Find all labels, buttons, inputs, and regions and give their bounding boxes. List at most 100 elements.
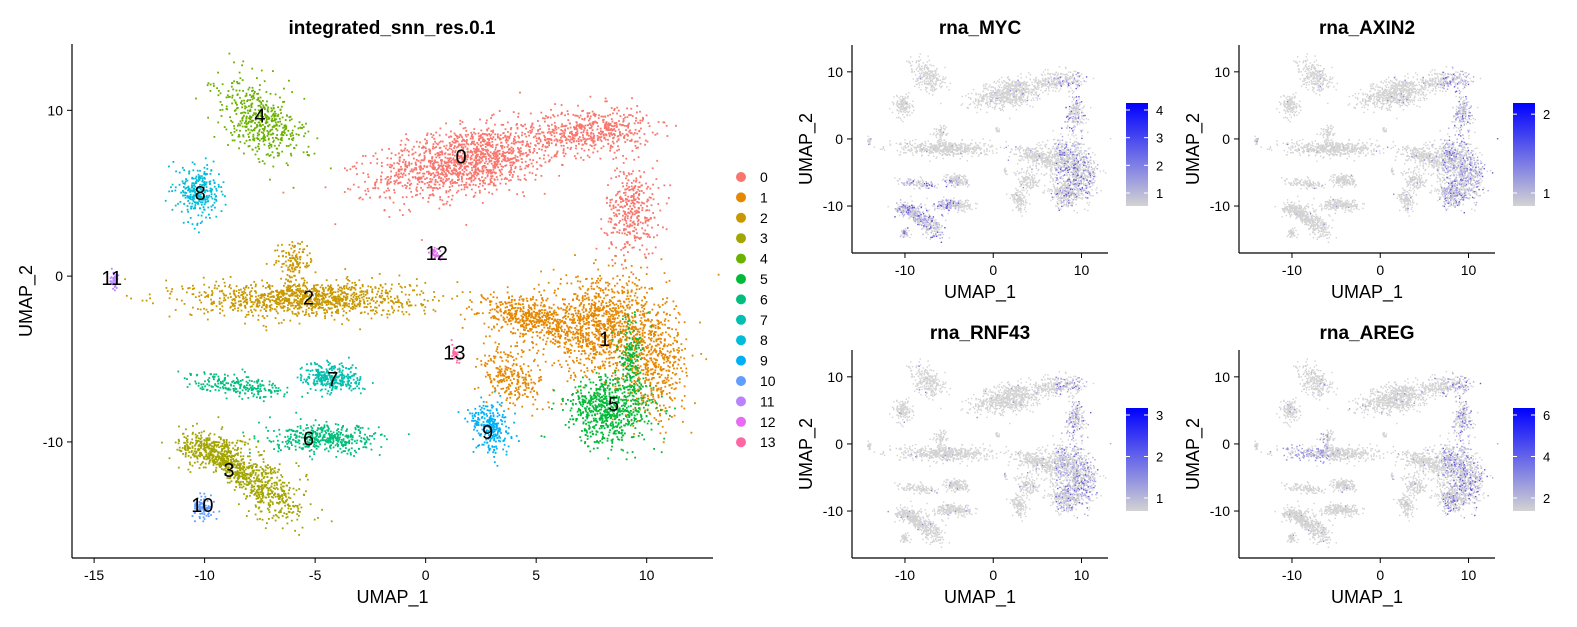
cluster-0-point [476, 154, 478, 156]
cluster-0-point [523, 195, 525, 197]
cluster-0-point [491, 163, 493, 165]
cluster-0-point [411, 163, 413, 165]
cluster-0-point [481, 176, 483, 178]
cluster-0-point [411, 168, 413, 170]
cluster-0-point [530, 127, 532, 129]
cluster-0-point [526, 155, 528, 157]
cluster-0-point [473, 148, 475, 150]
cluster-0-point [380, 179, 382, 181]
cluster-0-point [532, 166, 534, 168]
cluster-0-point [490, 169, 492, 171]
cluster-0-point [514, 136, 516, 138]
cluster-0-point [450, 136, 452, 138]
cluster-0-point [488, 128, 490, 130]
cluster-0-point [536, 140, 538, 142]
cluster-0-point [358, 198, 360, 200]
cluster-0-point [515, 155, 517, 157]
cluster-0-point [434, 174, 436, 176]
cluster-0-point [485, 158, 487, 160]
cluster-0-point [511, 153, 513, 155]
cluster-0-point [443, 168, 445, 170]
cluster-0-point [441, 154, 443, 156]
cluster-0-point [381, 165, 383, 167]
cluster-0-point [493, 153, 495, 155]
cluster-0-point [386, 183, 388, 185]
cluster-0-point [401, 154, 403, 156]
cluster-0-point [513, 140, 515, 142]
cluster-0-point [283, 192, 285, 194]
cluster-0-point [433, 143, 435, 145]
cluster-0-point [419, 142, 421, 144]
cluster-0-point [501, 146, 503, 148]
cluster-0-point [402, 196, 404, 198]
cluster-0-point [522, 125, 524, 127]
cluster-0-point [346, 170, 348, 172]
cluster-0-point [389, 178, 391, 180]
cluster-0-point [409, 211, 411, 213]
cluster-0-point [481, 148, 483, 150]
cluster-0-point [491, 115, 493, 117]
cluster-0-point [466, 143, 468, 145]
cluster-0-point [518, 113, 520, 115]
cluster-0-point [449, 204, 451, 206]
cluster-0-point [474, 143, 476, 145]
cluster-0-point [448, 191, 450, 193]
cluster-0-point [435, 146, 437, 148]
cluster-0-point [387, 164, 389, 166]
cluster-0-point [432, 168, 434, 170]
cluster-0-point [405, 144, 407, 146]
cluster-0-point [439, 154, 441, 156]
cluster-0-point [439, 157, 441, 159]
cluster-0-point [529, 130, 531, 132]
cluster-0-point [435, 132, 437, 134]
cluster-0-point [450, 131, 452, 133]
cluster-0-point [437, 174, 439, 176]
cluster-0-point [448, 136, 450, 138]
cluster-0-point [377, 187, 379, 189]
cluster-0-point [421, 147, 423, 149]
cluster-0-point [517, 135, 519, 137]
cluster-0-point [566, 142, 568, 144]
cluster-plot-x-tick-label: 5 [532, 567, 540, 583]
cluster-0-point [404, 184, 406, 186]
cluster-0-point [519, 155, 521, 157]
cluster-0-point [408, 154, 410, 156]
cluster-0-point [446, 169, 448, 171]
cluster-0-point [452, 159, 454, 161]
cluster-0-point [531, 163, 533, 165]
cluster-0-point [449, 145, 451, 147]
cluster-0-point [407, 182, 409, 184]
cluster-0-point [510, 133, 512, 135]
cluster-0-point [466, 182, 468, 184]
cluster-0-point [413, 169, 415, 171]
cluster-0-point [473, 159, 475, 161]
cluster-0-point [471, 189, 473, 191]
cluster-0-point [464, 144, 466, 146]
cluster-0-point [451, 162, 453, 164]
cluster-0-point [412, 176, 414, 178]
cluster-0-point [437, 188, 439, 190]
cluster-0-point [435, 161, 437, 163]
cluster-plot-y-tick-label: 0 [55, 268, 63, 284]
cluster-0-point [532, 159, 534, 161]
cluster-0-point [524, 167, 526, 169]
cluster-0-point [427, 133, 429, 135]
cluster-0-point [440, 178, 442, 180]
cluster-0-point [503, 154, 505, 156]
cluster-0-point [540, 112, 542, 114]
cluster-0-point [439, 199, 441, 201]
cluster-0-point [499, 175, 501, 177]
cluster-0-point [428, 184, 430, 186]
cluster-0-point [512, 176, 514, 178]
cluster-0-point [456, 182, 458, 184]
cluster-0-point [480, 134, 482, 136]
cluster-0-point [517, 141, 519, 143]
cluster-0-point [439, 187, 441, 189]
cluster-0-point [427, 182, 429, 184]
cluster-0-point [383, 192, 385, 194]
cluster-0-point [482, 168, 484, 170]
cluster-0-point [512, 174, 514, 176]
cluster-0-point [472, 138, 474, 140]
cluster-0-point [439, 147, 441, 149]
